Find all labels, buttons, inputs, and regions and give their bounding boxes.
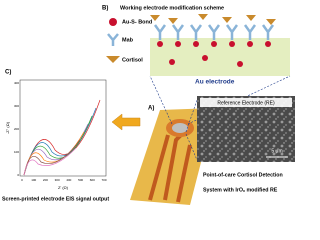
cortisol (150, 14, 276, 25)
x-tick-label: 100 (31, 178, 36, 182)
x-tick-label: 600 (90, 178, 95, 182)
x-tick-label: 200 (43, 178, 48, 182)
arrow (111, 113, 141, 131)
au-s-bonds (157, 41, 271, 67)
legend-text: Mab (122, 37, 134, 43)
caption-line: System with IrOₓ modified RE (203, 187, 278, 193)
electrode-center (172, 123, 188, 133)
legend-icon (106, 56, 120, 63)
eis-curves (23, 99, 101, 176)
inset-label: Reference Electrode (RE) (217, 100, 275, 106)
panel-label: B) (102, 6, 108, 12)
legend-icon (107, 33, 119, 46)
panel-label: C) (5, 70, 11, 76)
x-tick-label: 300 (55, 178, 60, 182)
y-tick-label: 200 (14, 127, 19, 131)
plot-frame (19, 79, 107, 177)
x-tick-label: 700 (101, 178, 106, 182)
legend-text: Au-S- Bond (122, 19, 152, 25)
x-tick-label: 0 (21, 178, 23, 182)
panel-title: Working electrode modification scheme (120, 5, 224, 11)
y-tick-label: 100 (14, 150, 19, 154)
y-axis-label: -Z'' (Ω) (5, 121, 10, 134)
x-tick-label: 500 (78, 178, 83, 182)
caption: Screen-printed electrode EIS signal outp… (2, 196, 109, 202)
panel-label: A) (148, 106, 154, 112)
x-tick-label: 400 (66, 178, 71, 182)
antibodies (153, 24, 275, 40)
caption-line: Point-of-care Cortisol Detection (203, 172, 283, 178)
figure: B) Working electrode modification scheme… (2, 5, 295, 205)
inset-label-bg (200, 98, 292, 107)
legend-icon (109, 18, 117, 26)
y-tick-label: 300 (14, 104, 19, 108)
scale-bar-label: 5 μm (271, 148, 282, 154)
legend-text: Cortisol (122, 57, 143, 63)
y-tick-label: 400 (14, 81, 19, 85)
y-tick-label: 0 (17, 173, 19, 177)
electrode-label: Au electrode (195, 79, 235, 86)
x-axis-label: Z' (Ω) (58, 185, 69, 190)
